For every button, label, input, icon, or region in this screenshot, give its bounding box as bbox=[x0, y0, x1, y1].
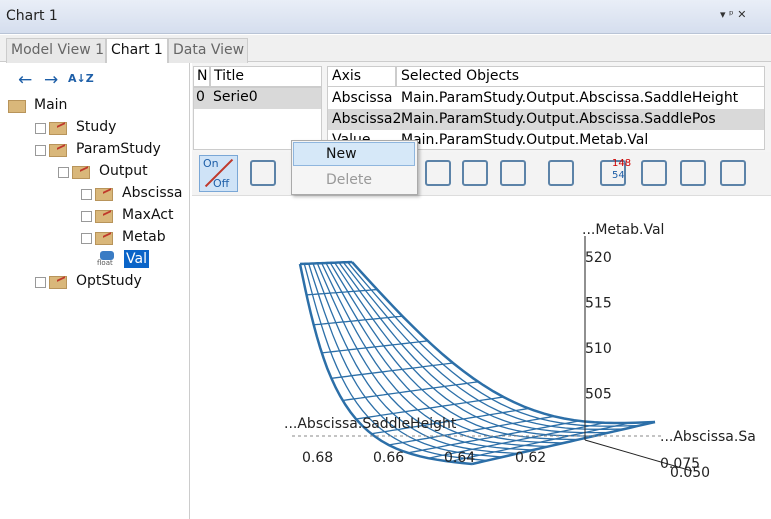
chart-toolbar bbox=[192, 152, 771, 196]
z-tick-label: 515 bbox=[585, 296, 612, 312]
count-label: 148 bbox=[612, 158, 632, 169]
window-title: Chart 1 bbox=[6, 8, 58, 24]
folder-icon bbox=[49, 276, 67, 289]
tree-expander[interactable] bbox=[81, 189, 92, 200]
x-tick-label: 0.62 bbox=[515, 450, 546, 466]
x-axis-label: ...Abscissa.SaddleHeight bbox=[284, 416, 457, 432]
column-header: Title bbox=[210, 66, 322, 87]
toolbar-button[interactable] bbox=[425, 160, 451, 186]
count-label: 54 bbox=[612, 170, 625, 181]
tree-item[interactable]: Val bbox=[124, 250, 149, 268]
toolbar-button[interactable] bbox=[548, 160, 574, 186]
toolbar-button[interactable] bbox=[641, 160, 667, 186]
x-tick-label: 0.66 bbox=[373, 450, 404, 466]
toggle-label: On bbox=[203, 157, 219, 170]
row-highlight bbox=[328, 109, 764, 130]
folder-icon bbox=[49, 122, 67, 135]
column-header: N bbox=[193, 66, 210, 87]
tree-expander[interactable] bbox=[58, 167, 69, 178]
folder-icon bbox=[95, 188, 113, 201]
y-tick-label: 0.050 bbox=[670, 465, 710, 481]
table-cell[interactable]: Serie0 bbox=[213, 89, 258, 105]
tree-item[interactable]: ParamStudy bbox=[76, 141, 161, 157]
menu-item[interactable]: Delete bbox=[326, 172, 372, 188]
toolbar-button[interactable] bbox=[720, 160, 746, 186]
tree-item[interactable]: Metab bbox=[122, 229, 166, 245]
mesh-line bbox=[351, 261, 656, 425]
tab[interactable]: Model View 1 bbox=[6, 38, 106, 63]
mesh-line bbox=[334, 262, 594, 437]
table-cell[interactable]: Main.ParamStudy.Output.Abscissa.SaddleHe… bbox=[401, 90, 739, 106]
tree-item[interactable]: Abscissa bbox=[122, 185, 183, 201]
y-axis bbox=[584, 439, 693, 472]
tree-expander[interactable] bbox=[35, 123, 46, 134]
tree-expander[interactable] bbox=[35, 145, 46, 156]
tree-expander[interactable] bbox=[81, 233, 92, 244]
y-axis-label: ...Abscissa.Sa bbox=[660, 429, 756, 445]
table-cell[interactable]: Main.ParamStudy.Output.Metab.Val bbox=[401, 132, 649, 145]
surface-mesh bbox=[298, 260, 656, 466]
table-cell[interactable]: Main.ParamStudy.Output.Abscissa.SaddlePo… bbox=[401, 111, 716, 127]
tree-item[interactable]: MaxAct bbox=[122, 207, 174, 223]
tree-expander[interactable] bbox=[35, 277, 46, 288]
z-tick-label: 510 bbox=[585, 341, 612, 357]
z-tick-label: 505 bbox=[585, 387, 612, 403]
toolbar-button[interactable] bbox=[250, 160, 276, 186]
folder-icon bbox=[95, 232, 113, 245]
folder-icon bbox=[49, 144, 67, 157]
toolbar-button[interactable] bbox=[680, 160, 706, 186]
tree-item[interactable]: Output bbox=[99, 163, 148, 179]
folder-icon bbox=[8, 100, 26, 113]
tree-expander[interactable] bbox=[81, 211, 92, 222]
title-bar bbox=[0, 0, 771, 34]
tree-pane bbox=[0, 62, 190, 519]
column-header: Selected Objects bbox=[396, 66, 765, 87]
z-tick-label: 520 bbox=[585, 250, 612, 266]
mesh-line bbox=[471, 420, 656, 466]
table-cell[interactable]: 0 bbox=[196, 89, 205, 105]
x-tick-label: 0.68 bbox=[302, 450, 333, 466]
mesh-line bbox=[338, 262, 610, 434]
menu-item[interactable]: New bbox=[326, 146, 357, 162]
tree-item[interactable]: Main bbox=[34, 97, 68, 113]
tab[interactable]: Chart 1 bbox=[106, 38, 168, 63]
mesh-line bbox=[347, 261, 640, 427]
toggle-label: Off bbox=[213, 177, 230, 190]
x-tick-label: 0.64 bbox=[444, 450, 475, 466]
tree-item[interactable]: OptStudy bbox=[76, 273, 142, 289]
back-button[interactable]: ← bbox=[18, 70, 33, 90]
menu-highlight bbox=[293, 142, 415, 166]
sort-button[interactable]: A↓Z bbox=[68, 72, 94, 85]
y-tick-label: 0.075 bbox=[660, 456, 700, 472]
tree-icon-label: float bbox=[97, 259, 113, 267]
value-icon bbox=[100, 251, 114, 260]
toolbar-button[interactable] bbox=[462, 160, 488, 186]
window-buttons[interactable]: ▾ ᵖ ✕ bbox=[720, 8, 747, 21]
mesh-line bbox=[428, 422, 605, 459]
chart-canvas: ...Metab.Val 520 515 510 505 ...Abscissa.Sadd… bbox=[284, 222, 756, 481]
tab[interactable]: Data View bbox=[168, 38, 248, 63]
table-cell[interactable]: Abscissa2 bbox=[332, 111, 402, 127]
folder-icon bbox=[95, 210, 113, 223]
toolbar-button[interactable] bbox=[600, 160, 626, 186]
table-cell[interactable]: Abscissa bbox=[332, 90, 393, 106]
mesh-line bbox=[449, 422, 630, 463]
forward-button[interactable]: → bbox=[44, 70, 59, 90]
z-axis-label: ...Metab.Val bbox=[582, 222, 664, 238]
folder-icon bbox=[72, 166, 90, 179]
column-header: Axis bbox=[327, 66, 396, 87]
tree-item[interactable]: Study bbox=[76, 119, 117, 135]
row-highlight bbox=[194, 88, 321, 109]
toolbar-button[interactable] bbox=[500, 160, 526, 186]
